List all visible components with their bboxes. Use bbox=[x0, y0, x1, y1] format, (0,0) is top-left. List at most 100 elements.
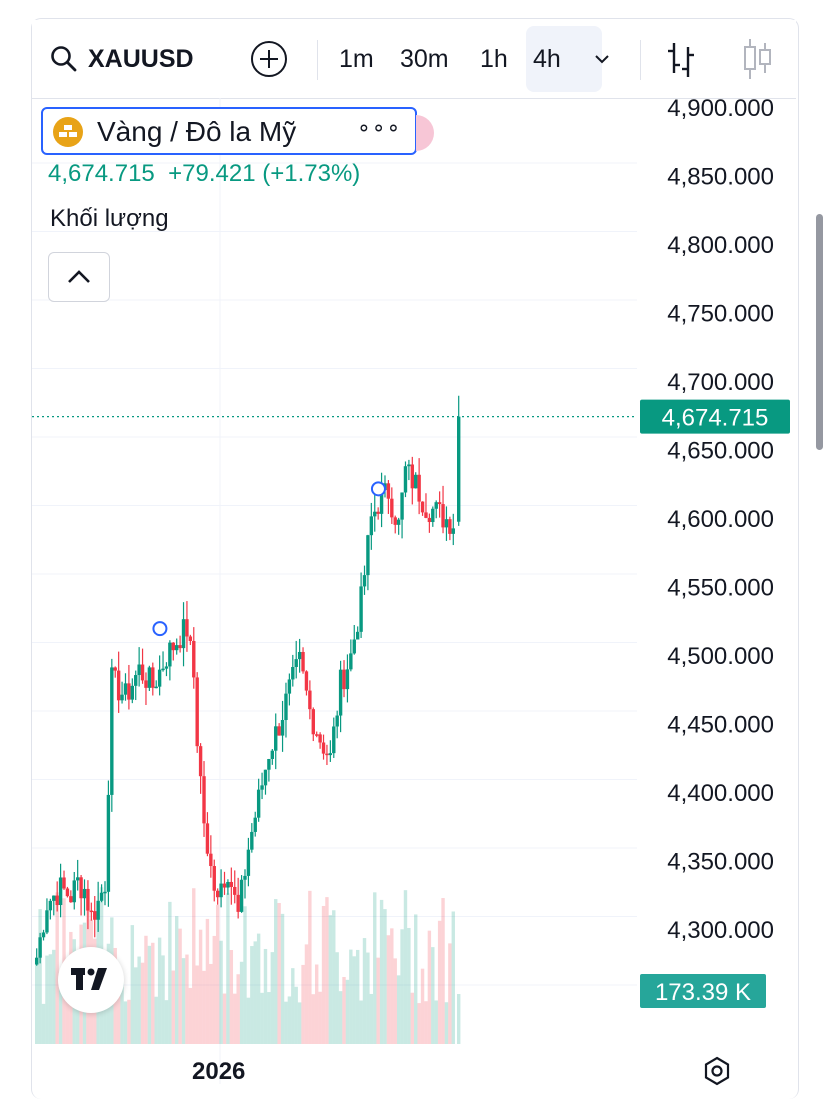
timeframe-dropdown[interactable] bbox=[592, 20, 612, 98]
volume-indicator-label[interactable]: Khối lượng bbox=[50, 205, 169, 232]
volume-bar bbox=[441, 898, 445, 1044]
candle bbox=[321, 742, 326, 754]
y-tick-label: 4,400.000 bbox=[667, 780, 774, 807]
volume-bar bbox=[448, 943, 452, 1044]
candle bbox=[420, 501, 425, 513]
bar-chart-button[interactable] bbox=[664, 20, 698, 98]
candle bbox=[345, 669, 350, 690]
volume-bar bbox=[396, 975, 401, 1044]
candle bbox=[256, 789, 261, 818]
candle bbox=[154, 686, 158, 689]
candle bbox=[99, 892, 104, 901]
candle bbox=[110, 667, 114, 795]
legend-title: Vàng / Đô la Mỹ bbox=[97, 116, 297, 147]
candle bbox=[226, 881, 230, 888]
add-circle-icon bbox=[251, 41, 287, 77]
volume-bar bbox=[414, 914, 418, 1044]
volume-bar bbox=[260, 992, 264, 1044]
timeframe-4h[interactable]: 4h bbox=[533, 44, 561, 73]
volume-bar bbox=[263, 948, 268, 1044]
volume-bar bbox=[274, 899, 278, 1044]
candle bbox=[376, 511, 380, 514]
candle bbox=[243, 875, 247, 880]
candle bbox=[362, 575, 367, 587]
volume-bar bbox=[151, 942, 155, 1044]
legend-edge-decoration bbox=[416, 115, 434, 151]
volume-bar bbox=[181, 958, 186, 1044]
candle bbox=[410, 464, 415, 489]
candle bbox=[157, 669, 162, 687]
volume-bar bbox=[140, 962, 145, 1044]
tv-logo-icon[interactable] bbox=[58, 947, 124, 1013]
candle bbox=[308, 690, 312, 710]
volume-bar bbox=[239, 961, 244, 1044]
more-options-icon[interactable]: ∘∘∘ bbox=[357, 115, 402, 140]
symbol-legend[interactable]: Vàng / Đô la Mỹ ∘∘∘ bbox=[41, 107, 417, 155]
candle bbox=[352, 639, 356, 654]
volume-bar bbox=[420, 968, 425, 1044]
volume-bar bbox=[390, 928, 394, 1044]
timeframe-30m[interactable]: 30m bbox=[400, 44, 449, 73]
y-tick-label: 4,300.000 bbox=[667, 917, 774, 944]
candle bbox=[437, 502, 442, 505]
collapse-legend-button[interactable] bbox=[48, 252, 110, 302]
timeframe-1h[interactable]: 1h bbox=[480, 44, 508, 73]
candle bbox=[69, 896, 73, 903]
volume-bar bbox=[321, 905, 326, 1044]
volume-bar bbox=[154, 996, 158, 1044]
price-change-percent: (+1.73%) bbox=[262, 160, 361, 187]
candle bbox=[113, 667, 117, 671]
scrollbar[interactable] bbox=[816, 214, 823, 450]
candle bbox=[171, 642, 175, 651]
volume-bar bbox=[205, 918, 210, 1044]
symbol-search[interactable]: XAUUSD bbox=[50, 20, 194, 98]
volume-bar bbox=[345, 979, 350, 1044]
settings-icon[interactable] bbox=[701, 1055, 733, 1092]
candle bbox=[198, 746, 203, 777]
candle bbox=[277, 726, 281, 736]
candle bbox=[123, 683, 128, 695]
last-candle bbox=[457, 416, 461, 522]
candle bbox=[233, 886, 237, 895]
timeframe-1m[interactable]: 1m bbox=[339, 44, 374, 73]
volume-bar bbox=[267, 992, 271, 1044]
volume-bar bbox=[45, 955, 49, 1044]
candle bbox=[386, 483, 391, 499]
y-tick-label: 4,600.000 bbox=[667, 506, 774, 533]
candle bbox=[55, 895, 59, 906]
price-chart[interactable]: 4,900.000 4,850.000 4,800.000 4,750.000 4,70… bbox=[32, 98, 796, 1084]
volume-bar bbox=[116, 985, 121, 1044]
candle bbox=[366, 535, 370, 576]
add-symbol-button[interactable] bbox=[249, 20, 289, 98]
candle bbox=[209, 853, 213, 867]
x-axis-year-label: 2026 bbox=[192, 1058, 246, 1085]
candle bbox=[301, 651, 305, 672]
volume-bar bbox=[451, 911, 455, 1044]
volume-bar bbox=[175, 916, 179, 1044]
volume-bar bbox=[164, 1000, 169, 1044]
candle bbox=[304, 671, 309, 691]
candle bbox=[369, 516, 374, 536]
candle bbox=[379, 490, 384, 514]
candlestick-button[interactable] bbox=[740, 20, 774, 98]
gold-icon bbox=[53, 117, 83, 147]
candle bbox=[359, 586, 363, 632]
volume-bar bbox=[35, 961, 39, 1044]
candle bbox=[311, 709, 315, 735]
volume-bar bbox=[400, 929, 404, 1044]
candle bbox=[202, 776, 206, 824]
candle bbox=[338, 669, 343, 716]
chart-frame bbox=[31, 18, 799, 1099]
toolbar-divider bbox=[640, 40, 641, 80]
volume-bar bbox=[222, 993, 227, 1044]
volume-bar bbox=[335, 952, 339, 1044]
volume-bar bbox=[195, 965, 199, 1044]
volume-bar bbox=[253, 941, 257, 1044]
candle bbox=[96, 900, 100, 920]
volume-bar bbox=[362, 938, 367, 1044]
candle bbox=[250, 831, 254, 850]
candle bbox=[434, 502, 438, 509]
volume-bar bbox=[120, 979, 124, 1044]
volume-bar bbox=[431, 947, 435, 1044]
volume-bar bbox=[325, 897, 329, 1044]
